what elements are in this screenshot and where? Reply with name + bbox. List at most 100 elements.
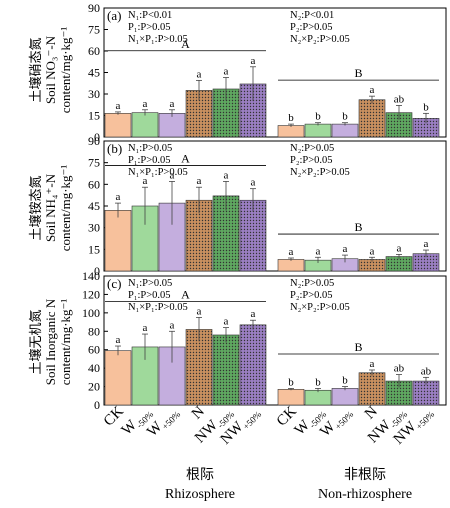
x-axis-labels: CKW-50%W+50% NNW-50%NW+50% CKW-50%W+50% NNW… <box>101 403 437 449</box>
stats-line: P₁:P>0.05 <box>128 22 171 33</box>
y-tick-label: 100 <box>82 306 100 320</box>
x-tick-subscript: +50% <box>414 409 437 432</box>
x-tick-label-n: N <box>362 403 381 422</box>
significance-letter: a <box>116 191 121 203</box>
stats-line: N₂:P>0.05 <box>290 143 334 154</box>
y-tick-label: 75 <box>88 156 100 170</box>
significance-letter: b <box>342 375 348 387</box>
significance-letter: b <box>288 376 294 388</box>
group-label-rhizosphere: 根际 Rhizosphere <box>130 466 270 504</box>
stats-line: N₂:P<0.01 <box>290 10 334 21</box>
significance-letter: a <box>251 308 256 320</box>
x-tick-label-w: W+50% <box>317 403 355 441</box>
significance-letter: b <box>342 111 348 123</box>
significance-letter: b <box>423 101 429 113</box>
x-tick-label-w: W+50% <box>144 403 182 441</box>
y-tick-label: 45 <box>88 199 100 213</box>
y-label-b-cn: 土壤铵态氮 <box>28 175 43 241</box>
y-tick-label: 0 <box>94 264 100 278</box>
y-tick-label: 15 <box>88 109 100 123</box>
stats-line: P₁:P>0.05 <box>128 155 171 166</box>
y-label-b-en2: content/mg·kg⁻¹ <box>58 164 73 252</box>
stats-line: P₂:P>0.05 <box>290 290 333 301</box>
significance-letter: b <box>288 112 294 124</box>
panel-label: (a) <box>107 8 121 23</box>
significance-letter: a <box>143 322 148 334</box>
significance-letter: a <box>197 68 202 80</box>
significance-letter: a <box>251 55 256 67</box>
group-label-non-rhizosphere-en: Non-rhizosphere <box>317 487 413 502</box>
bar <box>331 123 359 138</box>
significance-letter: ab <box>394 363 405 375</box>
stats-line: N₁:P>0.05 <box>128 278 172 289</box>
y-label-c-en2: content/mg·kg⁻¹ <box>58 298 73 386</box>
bar <box>239 324 267 406</box>
stats-line: N₂×P₂:P>0.05 <box>290 167 350 178</box>
y-tick-label: 30 <box>88 221 100 235</box>
significance-letter: b <box>315 376 321 388</box>
significance-letter: b <box>315 111 321 123</box>
group-letter: B <box>354 220 362 234</box>
stats-line: N₂×P₂:P>0.05 <box>290 302 350 313</box>
significance-letter: a <box>370 245 375 257</box>
significance-letter: a <box>316 245 321 257</box>
significance-letter: a <box>424 238 429 250</box>
significance-letter: a <box>343 243 348 255</box>
significance-letter: a <box>116 100 121 112</box>
y-tick-label: 90 <box>88 1 100 15</box>
y-tick-label: 30 <box>88 87 100 101</box>
significance-letter: a <box>224 66 229 78</box>
y-label-c-en1: Soil Inorganic N <box>43 298 58 386</box>
significance-letter: a <box>397 242 402 254</box>
significance-letter: a <box>370 358 375 370</box>
y-tick-label: 15 <box>88 242 100 256</box>
y-label-a-cn: 土壤硝态氮 <box>28 37 43 103</box>
group-label-rhizosphere-en: Rhizosphere <box>165 487 235 502</box>
stats-line: N₁×P₁:P>0.05 <box>128 302 188 313</box>
bar <box>304 389 332 406</box>
bar <box>131 112 159 138</box>
significance-letter: a <box>224 169 229 181</box>
bar <box>358 372 386 406</box>
y-label-a-en1: Soil NO₃⁻-N <box>43 35 58 105</box>
bar <box>185 329 213 406</box>
significance-letter: a <box>289 246 294 258</box>
y-tick-label: 140 <box>82 269 100 283</box>
x-tick-label-n: N <box>189 403 208 422</box>
bar <box>104 210 132 272</box>
panel-label: (b) <box>107 141 122 156</box>
significance-letter: a <box>251 177 256 189</box>
y-tick-label: 60 <box>88 177 100 191</box>
stats-line: N₁×P₁:P>0.05 <box>128 167 188 178</box>
bar <box>331 388 359 406</box>
x-tick-subscript: +50% <box>333 409 356 432</box>
y-label-b: 土壤铵态氮 Soil NH₄⁺-N content/mg·kg⁻¹ <box>28 138 76 278</box>
significance-letter: a <box>370 84 375 96</box>
y-tick-label: 45 <box>88 66 100 80</box>
bar <box>212 334 240 406</box>
panel-label: (c) <box>107 276 121 291</box>
bar <box>277 389 305 406</box>
group-letter: B <box>354 340 362 354</box>
stats-line: P₂:P>0.05 <box>290 22 333 33</box>
y-tick-label: 0 <box>94 130 100 144</box>
y-tick-label: 80 <box>88 324 100 338</box>
stats-line: P₁:P>0.05 <box>128 290 171 301</box>
significance-letter: a <box>197 305 202 317</box>
y-label-a: 土壤硝态氮 Soil NO₃⁻-N content/mg·kg⁻¹ <box>28 0 76 140</box>
group-label-non-rhizosphere: 非根际 Non-rhizosphere <box>290 466 440 504</box>
bar <box>104 350 132 406</box>
y-label-c: 土壤无机氮 Soil Inorganic N content/mg·kg⁻¹ <box>28 272 76 412</box>
significance-letter: a <box>197 175 202 187</box>
y-tick-label: 60 <box>88 343 100 357</box>
panel-frame <box>103 275 447 406</box>
x-tick-subscript: +50% <box>160 409 183 432</box>
group-label-non-rhizosphere-cn: 非根际 <box>344 468 386 483</box>
bar <box>277 259 305 272</box>
significance-letter: a <box>116 334 121 346</box>
significance-letter: a <box>143 98 148 110</box>
stats-line: N₁×P₁:P>0.05 <box>128 34 188 45</box>
significance-letter: a <box>143 175 148 187</box>
stats-line: P₂:P>0.05 <box>290 155 333 166</box>
